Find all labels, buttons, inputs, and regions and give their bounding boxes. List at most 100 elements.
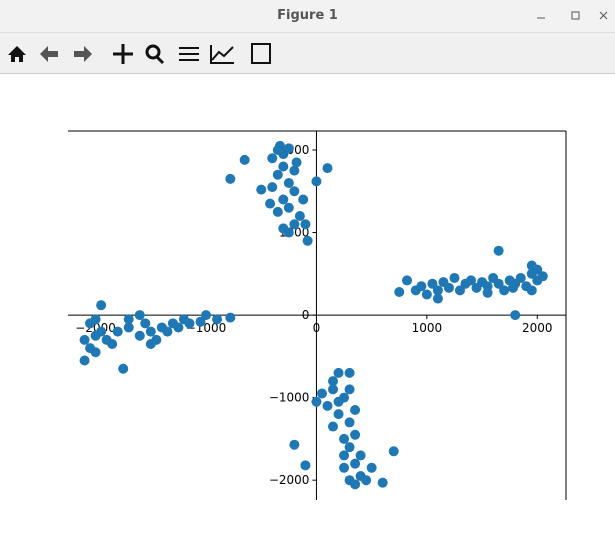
point — [339, 433, 350, 444]
back-button[interactable] — [40, 46, 58, 62]
maximize[interactable] — [571, 11, 580, 20]
point — [300, 460, 311, 471]
point — [333, 409, 344, 420]
point — [507, 282, 518, 293]
point — [96, 326, 107, 337]
point — [493, 245, 504, 256]
point — [416, 281, 427, 292]
point — [85, 343, 96, 354]
x-tick-label: −2000 — [75, 321, 116, 335]
point — [521, 281, 532, 292]
point — [482, 281, 493, 292]
window-controls — [537, 11, 608, 20]
point — [333, 396, 344, 407]
configure-button[interactable] — [179, 47, 199, 61]
point — [294, 211, 305, 222]
axes-button[interactable] — [210, 45, 234, 64]
point — [123, 322, 134, 333]
point — [112, 326, 123, 337]
point — [283, 202, 294, 213]
y-tick-label: −1000 — [269, 391, 310, 405]
point — [510, 278, 521, 289]
point — [162, 326, 173, 337]
point — [267, 182, 278, 193]
close[interactable] — [599, 11, 608, 20]
point — [173, 322, 184, 333]
point — [322, 400, 333, 411]
y-tick-label: 0 — [302, 308, 310, 322]
point — [289, 186, 300, 197]
point — [339, 450, 350, 461]
point — [526, 260, 537, 271]
point — [283, 178, 294, 189]
point — [278, 223, 289, 234]
point — [90, 330, 101, 341]
point — [488, 272, 499, 283]
toolbar — [0, 33, 615, 74]
point — [90, 314, 101, 325]
point — [526, 268, 537, 279]
forward-button[interactable] — [74, 46, 92, 62]
point — [225, 173, 236, 184]
point — [96, 300, 107, 311]
point — [454, 285, 465, 296]
point — [510, 310, 521, 321]
save-button[interactable] — [251, 43, 271, 64]
point — [432, 293, 443, 304]
y-tick-label: 1000 — [279, 226, 310, 240]
x-tick-label: 1000 — [412, 321, 443, 335]
point — [90, 347, 101, 358]
point — [526, 285, 537, 296]
point — [275, 140, 286, 151]
point — [289, 219, 300, 230]
pan-button[interactable] — [113, 44, 133, 64]
x-tick-label: −1000 — [186, 321, 227, 335]
point — [328, 384, 339, 395]
point — [225, 312, 236, 323]
point — [350, 458, 361, 469]
point — [438, 277, 449, 288]
point — [339, 462, 350, 473]
point — [344, 442, 355, 453]
point — [79, 334, 90, 345]
point — [477, 277, 488, 288]
point — [427, 278, 438, 289]
point — [201, 310, 212, 321]
point — [212, 314, 223, 325]
point — [482, 287, 493, 298]
point — [101, 334, 112, 345]
point — [140, 318, 151, 329]
point — [283, 143, 294, 154]
point — [410, 285, 421, 296]
point — [184, 318, 195, 329]
point — [311, 176, 322, 187]
x-tick-label: 0 — [313, 321, 321, 335]
point — [145, 326, 156, 337]
point — [311, 396, 322, 407]
point — [328, 421, 339, 432]
y-tick-label: 2000 — [279, 143, 310, 157]
point — [432, 285, 443, 296]
point — [85, 318, 96, 329]
point — [289, 439, 300, 450]
point — [443, 282, 454, 293]
point — [537, 271, 548, 282]
home-button[interactable] — [8, 46, 26, 62]
point — [302, 235, 313, 246]
point — [167, 318, 178, 329]
point — [388, 446, 399, 457]
x-tick-label: 2000 — [522, 321, 553, 335]
point — [316, 388, 327, 399]
zoom-button[interactable] — [145, 44, 161, 60]
point — [361, 475, 372, 486]
point — [515, 272, 526, 283]
point — [156, 322, 167, 333]
point — [79, 355, 90, 366]
point — [350, 479, 361, 490]
point — [256, 184, 267, 195]
point — [333, 367, 344, 378]
point — [355, 471, 366, 482]
point — [272, 169, 283, 180]
point — [123, 314, 134, 325]
